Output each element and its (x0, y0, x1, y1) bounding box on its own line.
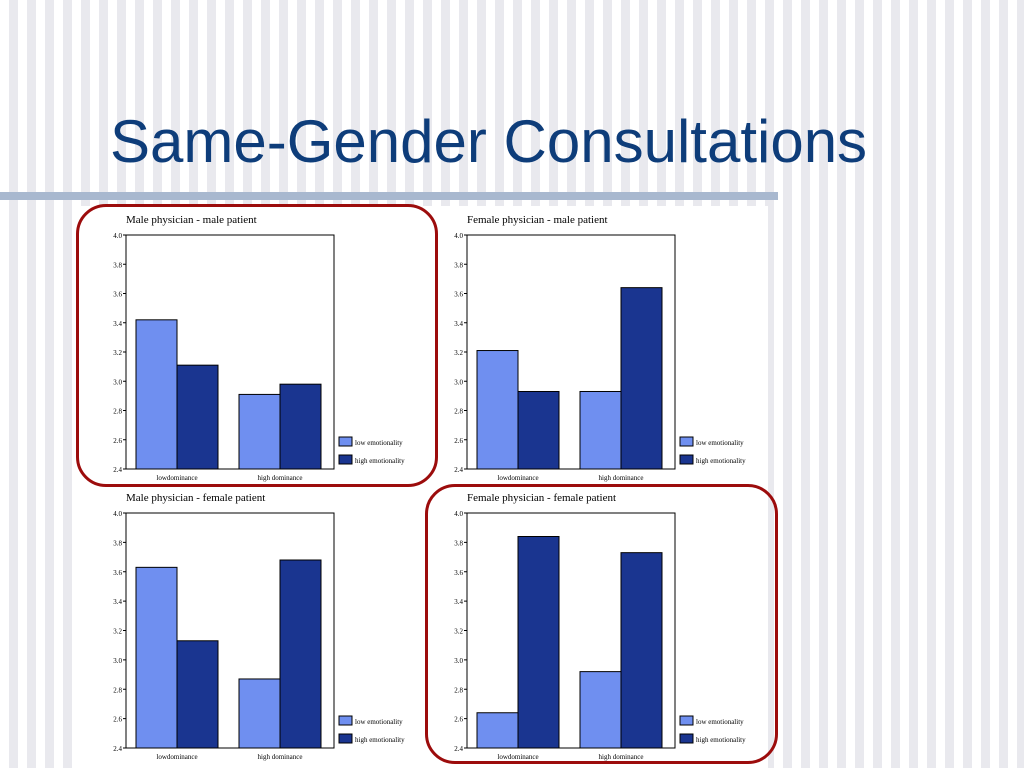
bar-male-female-low-dominance-high-emotionality (176, 640, 219, 749)
y-tick-label-male-male: 3.8 (113, 261, 122, 269)
y-tick-label-female-female: 3.6 (454, 569, 463, 577)
x-category-label-female-male: high dominance (599, 474, 644, 482)
legend-label-female-male: low emotionality (696, 439, 744, 447)
x-category-label-male-female: lowdominance (156, 753, 197, 761)
bar-female-female-high-dominance-low-emotionality (579, 671, 622, 749)
y-tick-label-female-male: 3.4 (454, 320, 463, 328)
y-tick-label-male-female: 4.0 (113, 510, 122, 518)
y-tick-label-male-male: 2.6 (113, 437, 122, 445)
y-tick-label-female-male: 2.4 (454, 466, 463, 474)
y-tick-label-female-male: 3.8 (454, 261, 463, 269)
legend-label-male-male: low emotionality (355, 439, 403, 447)
legend-swatch-male-male (338, 454, 353, 465)
bar-female-female-low-dominance-low-emotionality (476, 712, 519, 749)
legend-label-female-female: low emotionality (696, 718, 744, 726)
bar-male-female-high-dominance-low-emotionality (238, 678, 281, 749)
bar-female-male-low-dominance-high-emotionality (517, 390, 560, 470)
x-category-label-male-male: high dominance (258, 474, 303, 482)
y-tick-label-female-male: 3.0 (454, 378, 463, 386)
y-tick-label-male-male: 4.0 (113, 232, 122, 240)
y-tick-label-female-female: 3.8 (454, 539, 463, 547)
y-tick-label-male-female: 3.4 (113, 598, 122, 606)
bar-male-male-low-dominance-high-emotionality (176, 364, 219, 470)
chart-title-male-female: Male physician - female patient (126, 492, 265, 504)
y-tick-label-female-male: 2.6 (454, 437, 463, 445)
bar-female-male-low-dominance-low-emotionality (476, 350, 519, 470)
bar-female-female-high-dominance-high-emotionality (620, 552, 663, 749)
y-tick-label-female-female: 2.4 (454, 745, 463, 753)
legend-swatch-male-female (338, 733, 353, 744)
chart-title-female-female: Female physician - female patient (467, 492, 616, 504)
legend-swatch-female-male (679, 436, 694, 447)
y-tick-label-female-female: 2.6 (454, 716, 463, 724)
title-underline (0, 192, 778, 200)
slide-title: Same-Gender Consultations (110, 108, 868, 175)
bar-male-female-high-dominance-high-emotionality (279, 559, 322, 749)
y-tick-label-male-female: 3.8 (113, 539, 122, 547)
y-tick-label-female-female: 3.0 (454, 657, 463, 665)
y-tick-label-female-female: 3.2 (454, 628, 463, 636)
legend-swatch-female-female (679, 715, 694, 726)
bar-female-female-low-dominance-high-emotionality (517, 536, 560, 749)
bar-female-male-high-dominance-high-emotionality (620, 287, 663, 470)
x-category-label-female-male: lowdominance (497, 474, 538, 482)
legend-swatch-male-male (338, 436, 353, 447)
bar-female-male-high-dominance-low-emotionality (579, 390, 622, 470)
y-tick-label-female-female: 2.8 (454, 686, 463, 694)
y-tick-label-male-female: 2.6 (113, 716, 122, 724)
legend-label-female-male: high emotionality (696, 457, 746, 465)
bar-male-male-high-dominance-high-emotionality (279, 383, 322, 470)
y-tick-label-female-male: 2.8 (454, 408, 463, 416)
y-tick-label-male-male: 3.0 (113, 378, 122, 386)
x-category-label-female-female: high dominance (599, 753, 644, 761)
y-tick-label-male-female: 2.4 (113, 745, 122, 753)
y-tick-label-male-female: 3.0 (113, 657, 122, 665)
y-tick-label-female-male: 4.0 (454, 232, 463, 240)
legend-swatch-female-male (679, 454, 694, 465)
y-tick-label-female-female: 4.0 (454, 510, 463, 518)
y-tick-label-male-male: 3.6 (113, 291, 122, 299)
y-tick-label-male-female: 3.2 (113, 628, 122, 636)
y-tick-label-female-male: 3.2 (454, 349, 463, 357)
y-tick-label-female-male: 3.6 (454, 291, 463, 299)
y-tick-label-male-male: 2.8 (113, 408, 122, 416)
y-tick-label-male-female: 3.6 (113, 569, 122, 577)
y-tick-label-male-male: 3.2 (113, 349, 122, 357)
x-category-label-male-female: high dominance (258, 753, 303, 761)
legend-label-female-female: high emotionality (696, 736, 746, 744)
bar-male-male-low-dominance-low-emotionality (135, 319, 178, 470)
legend-label-male-male: high emotionality (355, 457, 405, 465)
chart-title-male-male: Male physician - male patient (126, 214, 257, 226)
bar-male-female-low-dominance-low-emotionality (135, 566, 178, 749)
bar-male-male-high-dominance-low-emotionality (238, 393, 281, 470)
legend-label-male-female: low emotionality (355, 718, 403, 726)
chart-title-female-male: Female physician - male patient (467, 214, 608, 226)
y-tick-label-male-male: 2.4 (113, 466, 122, 474)
legend-swatch-male-female (338, 715, 353, 726)
y-tick-label-female-female: 3.4 (454, 598, 463, 606)
x-category-label-male-male: lowdominance (156, 474, 197, 482)
legend-swatch-female-female (679, 733, 694, 744)
y-tick-label-male-male: 3.4 (113, 320, 122, 328)
legend-label-male-female: high emotionality (355, 736, 405, 744)
y-tick-label-male-female: 2.8 (113, 686, 122, 694)
x-category-label-female-female: lowdominance (497, 753, 538, 761)
